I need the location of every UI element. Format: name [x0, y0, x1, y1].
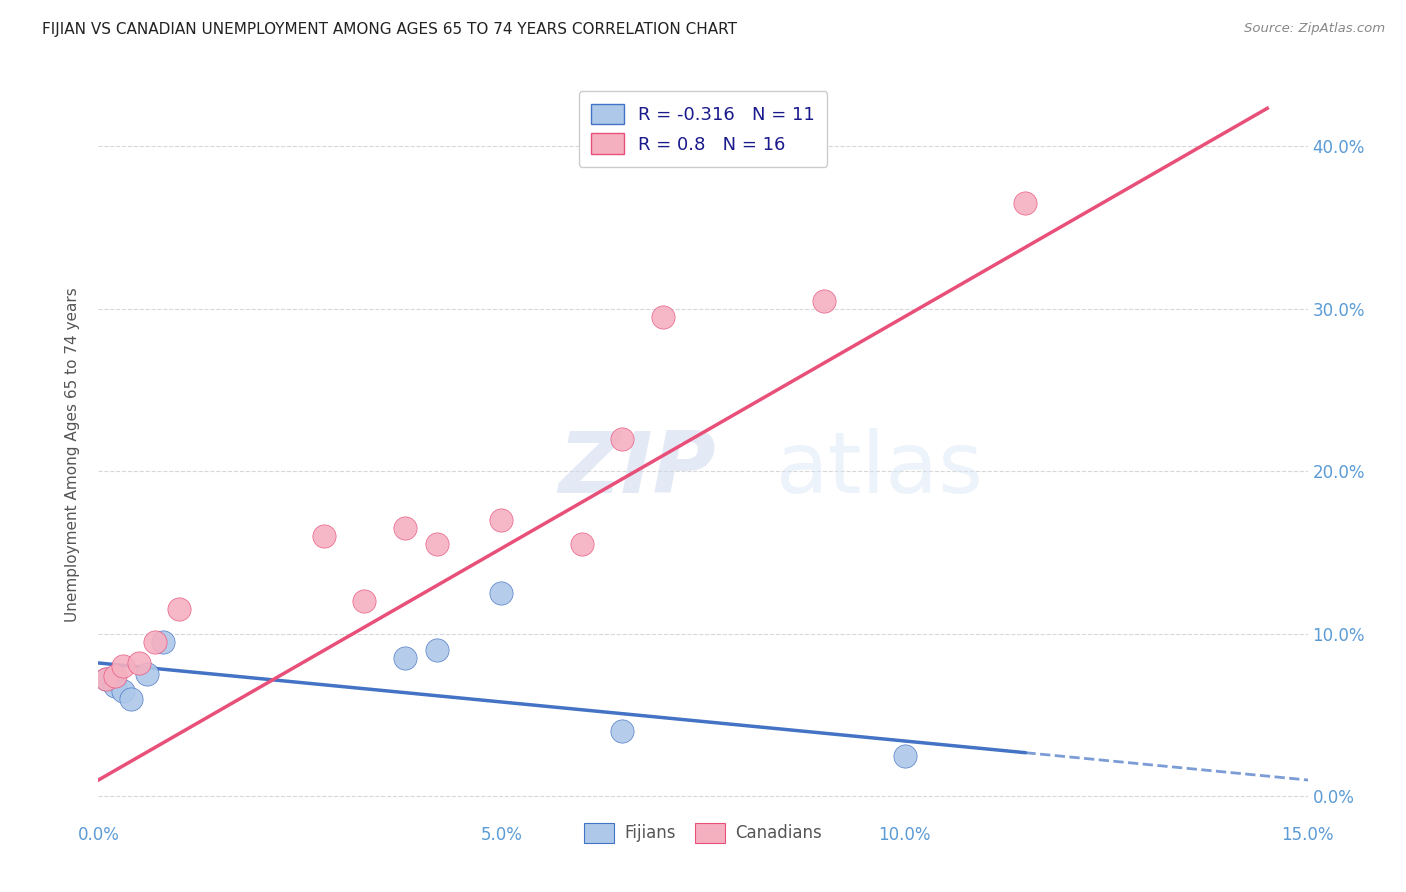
Point — [314, 529, 336, 543]
Point — [491, 586, 513, 600]
Text: ZIP: ZIP — [558, 428, 716, 511]
Point — [103, 669, 125, 683]
Point — [96, 672, 118, 686]
Point — [651, 310, 673, 324]
Point — [128, 656, 150, 670]
Point — [353, 594, 375, 608]
Point — [111, 683, 134, 698]
Point — [893, 748, 915, 763]
Text: FIJIAN VS CANADIAN UNEMPLOYMENT AMONG AGES 65 TO 74 YEARS CORRELATION CHART: FIJIAN VS CANADIAN UNEMPLOYMENT AMONG AG… — [42, 22, 737, 37]
Point — [1014, 196, 1036, 211]
Point — [491, 513, 513, 527]
Point — [96, 672, 118, 686]
Y-axis label: Unemployment Among Ages 65 to 74 years: Unemployment Among Ages 65 to 74 years — [65, 287, 80, 623]
Point — [612, 432, 634, 446]
Point — [571, 537, 593, 551]
Text: atlas: atlas — [776, 428, 984, 511]
Point — [394, 521, 416, 535]
Legend: Fijians, Canadians: Fijians, Canadians — [574, 814, 832, 853]
Point — [612, 724, 634, 739]
Point — [143, 635, 166, 649]
Point — [426, 537, 449, 551]
Point — [813, 293, 835, 308]
Point — [426, 643, 449, 657]
Point — [167, 602, 190, 616]
Point — [152, 635, 174, 649]
Point — [135, 667, 157, 681]
Point — [120, 691, 142, 706]
Text: Source: ZipAtlas.com: Source: ZipAtlas.com — [1244, 22, 1385, 36]
Point — [111, 659, 134, 673]
Point — [394, 651, 416, 665]
Point — [103, 679, 125, 693]
